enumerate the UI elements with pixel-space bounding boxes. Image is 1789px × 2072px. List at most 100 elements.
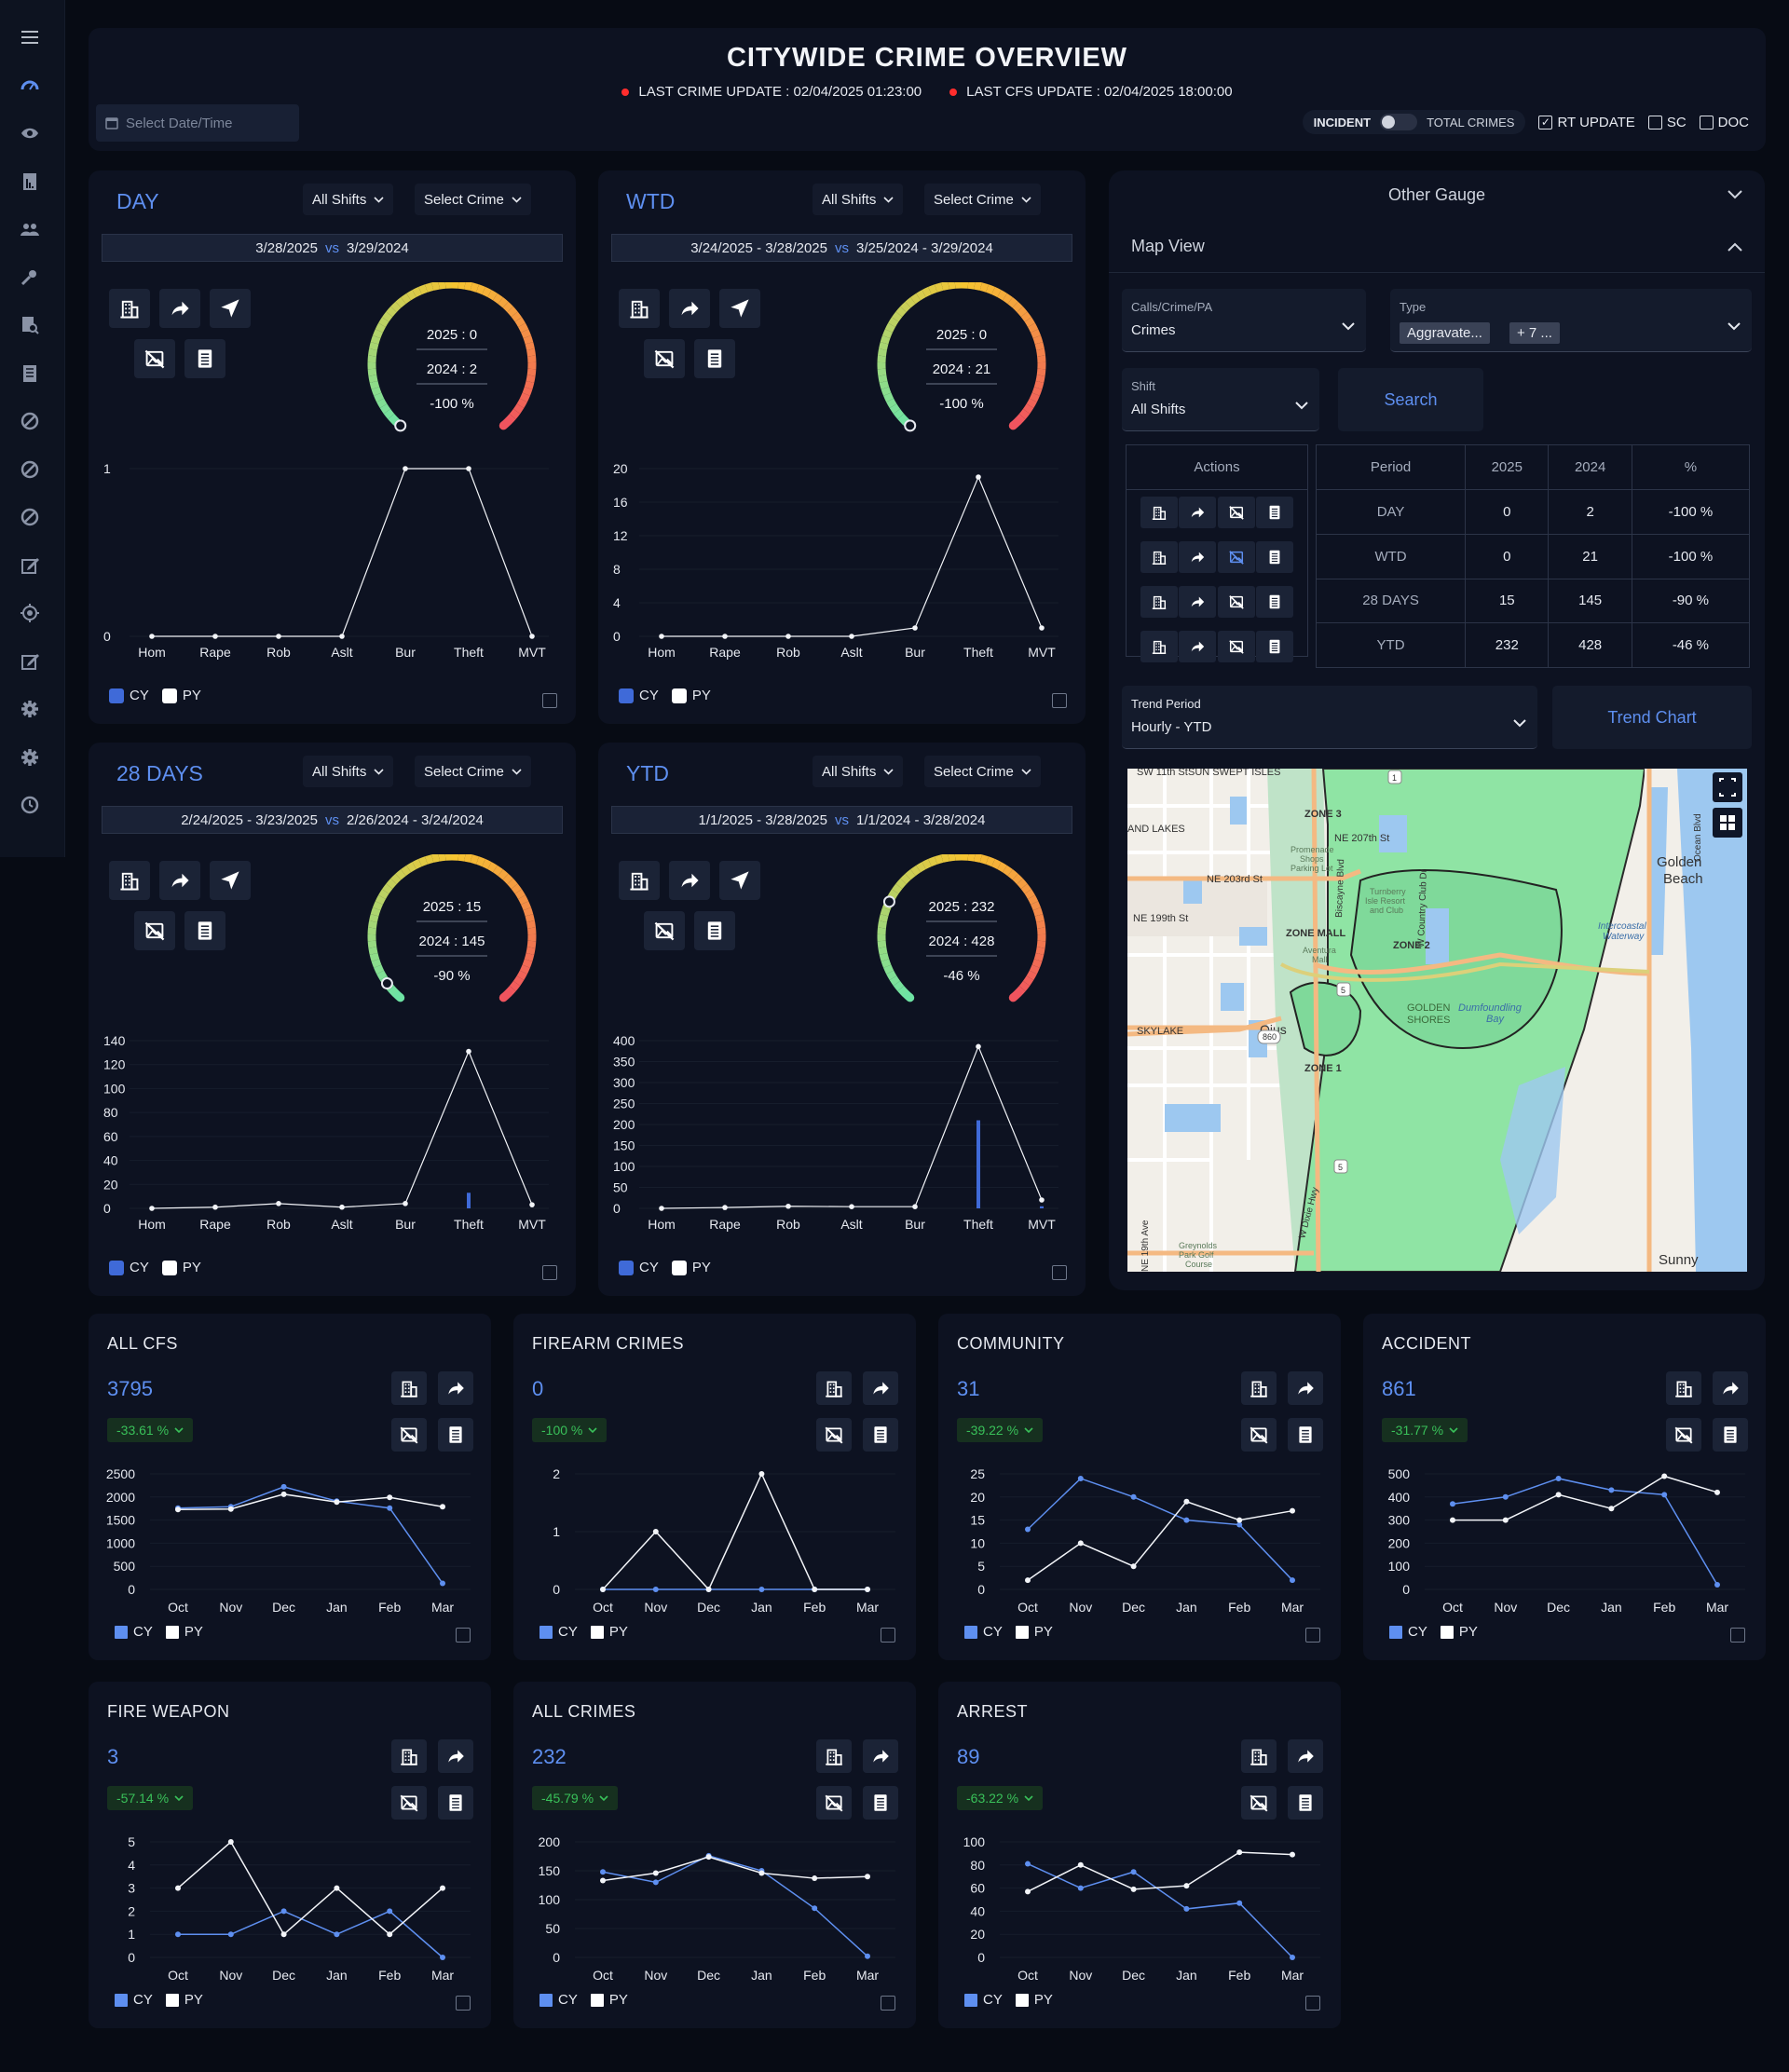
- shift-select[interactable]: Shift All Shifts: [1122, 368, 1319, 431]
- no-photo-button[interactable]: [816, 1418, 852, 1452]
- expand-icon[interactable]: [881, 1996, 895, 2011]
- change-badge[interactable]: -100 %: [532, 1418, 608, 1442]
- change-badge[interactable]: -33.61 %: [107, 1418, 194, 1442]
- document-button[interactable]: [863, 1786, 898, 1820]
- gear-icon[interactable]: [16, 743, 44, 771]
- share-button[interactable]: [1179, 631, 1217, 662]
- no-photo-button[interactable]: [816, 1786, 852, 1820]
- no-photo-button[interactable]: [1241, 1786, 1277, 1820]
- building-button[interactable]: [391, 1739, 427, 1773]
- doc-checkbox[interactable]: DOC: [1699, 115, 1749, 130]
- sc-checkbox[interactable]: SC: [1647, 115, 1687, 130]
- key-icon[interactable]: [16, 264, 44, 292]
- navigation-button[interactable]: [210, 861, 251, 900]
- no-photo-button[interactable]: [1217, 541, 1255, 573]
- no-photo-button[interactable]: [1217, 631, 1255, 662]
- document-button[interactable]: [184, 339, 225, 378]
- expand-icon[interactable]: [456, 1996, 471, 2011]
- document-button[interactable]: [438, 1418, 473, 1452]
- trend-period-select[interactable]: Trend Period Hourly - YTD: [1122, 686, 1537, 749]
- map-view-header[interactable]: Map View: [1109, 221, 1765, 273]
- building-button[interactable]: [109, 289, 150, 328]
- calls-crime-select[interactable]: Calls/Crime/PA Crimes: [1122, 289, 1366, 352]
- expand-icon[interactable]: [1052, 1265, 1067, 1280]
- building-button[interactable]: [109, 861, 150, 900]
- building-button[interactable]: [816, 1739, 852, 1773]
- share-button[interactable]: [159, 861, 200, 900]
- share-button[interactable]: [438, 1739, 473, 1773]
- type-select[interactable]: Type Aggravate... + 7 ...: [1390, 289, 1752, 352]
- target-icon[interactable]: [16, 599, 44, 627]
- no-photo-button[interactable]: [644, 911, 685, 950]
- navigation-button[interactable]: [719, 861, 760, 900]
- block-icon[interactable]: [16, 456, 44, 484]
- crime-select[interactable]: Select Crime: [415, 756, 531, 787]
- dashboard-icon[interactable]: [16, 72, 44, 100]
- crime-select[interactable]: Select Crime: [415, 184, 531, 215]
- building-button[interactable]: [1241, 1739, 1277, 1773]
- document-button[interactable]: [863, 1418, 898, 1452]
- no-photo-button[interactable]: [391, 1418, 427, 1452]
- expand-icon[interactable]: [1730, 1628, 1745, 1643]
- building-button[interactable]: [391, 1371, 427, 1405]
- type-chip[interactable]: Aggravate...: [1400, 322, 1490, 344]
- document-button[interactable]: [1256, 586, 1294, 618]
- toggle-switch[interactable]: [1380, 114, 1418, 130]
- document-button[interactable]: [184, 911, 225, 950]
- no-photo-button[interactable]: [1217, 497, 1255, 528]
- building-button[interactable]: [619, 861, 660, 900]
- no-photo-button[interactable]: [391, 1786, 427, 1820]
- trend-chart-button[interactable]: Trend Chart: [1552, 686, 1752, 749]
- no-photo-button[interactable]: [134, 911, 175, 950]
- shift-select[interactable]: All Shifts: [813, 756, 904, 787]
- search-button[interactable]: Search: [1338, 368, 1483, 431]
- share-button[interactable]: [1179, 497, 1217, 528]
- share-button[interactable]: [1179, 586, 1217, 618]
- document-button[interactable]: [1256, 497, 1294, 528]
- change-badge[interactable]: -45.79 %: [532, 1786, 619, 1810]
- share-button[interactable]: [863, 1739, 898, 1773]
- map-fullscreen-button[interactable]: [1713, 772, 1742, 802]
- shift-select[interactable]: All Shifts: [813, 184, 904, 215]
- block-icon[interactable]: [16, 407, 44, 435]
- building-button[interactable]: [1140, 541, 1178, 573]
- share-button[interactable]: [1179, 541, 1217, 573]
- share-button[interactable]: [669, 861, 710, 900]
- building-button[interactable]: [1140, 631, 1178, 662]
- rt-update-checkbox[interactable]: ✓ RT UPDATE: [1538, 115, 1635, 130]
- map-layers-button[interactable]: [1713, 808, 1742, 838]
- building-button[interactable]: [1666, 1371, 1701, 1405]
- share-button[interactable]: [1288, 1739, 1323, 1773]
- document-button[interactable]: [1256, 541, 1294, 573]
- document-button[interactable]: [694, 339, 735, 378]
- report-icon[interactable]: [16, 168, 44, 196]
- expand-icon[interactable]: [542, 1265, 557, 1280]
- building-button[interactable]: [1140, 586, 1178, 618]
- no-photo-button[interactable]: [1666, 1418, 1701, 1452]
- crime-select[interactable]: Select Crime: [924, 756, 1041, 787]
- expand-icon[interactable]: [1305, 1628, 1320, 1643]
- no-photo-button[interactable]: [644, 339, 685, 378]
- expand-icon[interactable]: [881, 1628, 895, 1643]
- change-badge[interactable]: -63.22 %: [957, 1786, 1044, 1810]
- history-icon[interactable]: [16, 791, 44, 819]
- shift-select[interactable]: All Shifts: [303, 184, 394, 215]
- edit-icon[interactable]: [16, 552, 44, 579]
- change-badge[interactable]: -57.14 %: [107, 1786, 194, 1810]
- date-time-picker[interactable]: Select Date/Time: [96, 104, 299, 142]
- document-button[interactable]: [438, 1786, 473, 1820]
- building-button[interactable]: [1241, 1371, 1277, 1405]
- no-photo-button[interactable]: [1241, 1418, 1277, 1452]
- shift-select[interactable]: All Shifts: [303, 756, 394, 787]
- eye-icon[interactable]: [16, 119, 44, 147]
- change-badge[interactable]: -39.22 %: [957, 1418, 1044, 1442]
- document-button[interactable]: [1713, 1418, 1748, 1452]
- document-button[interactable]: [1256, 631, 1294, 662]
- gear-icon[interactable]: [16, 695, 44, 723]
- expand-icon[interactable]: [1305, 1996, 1320, 2011]
- expand-icon[interactable]: [1052, 693, 1067, 708]
- share-button[interactable]: [863, 1371, 898, 1405]
- share-button[interactable]: [438, 1371, 473, 1405]
- share-button[interactable]: [1288, 1371, 1323, 1405]
- document-button[interactable]: [1288, 1418, 1323, 1452]
